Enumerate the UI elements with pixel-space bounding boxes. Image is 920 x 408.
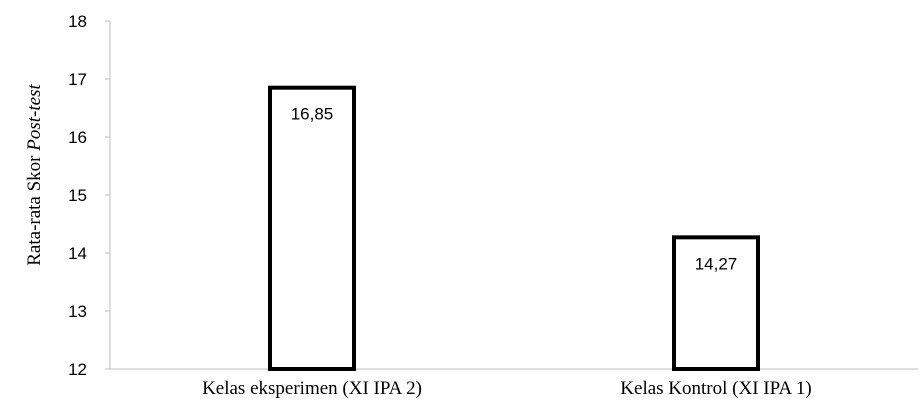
y-tick-label: 18 [68, 12, 87, 31]
data-labels: 16,85 14,27 [291, 105, 738, 274]
bar [672, 235, 760, 371]
y-axis-label: Rata-rata Skor Post-test [24, 84, 45, 266]
bars [268, 85, 760, 371]
y-tick-label: 12 [68, 360, 87, 379]
y-tick-label: 13 [68, 302, 87, 321]
bar [268, 85, 356, 371]
category-label: Kelas eksperimen (XI IPA 2) [202, 378, 422, 399]
y-tick-label: 14 [68, 244, 87, 263]
y-axis-label-italic: Post-test [24, 84, 45, 152]
category-label: Kelas Kontrol (XI IPA 1) [620, 378, 811, 399]
category-labels: Kelas eksperimen (XI IPA 2) Kelas Kontrol… [202, 378, 812, 399]
bar-data-label: 16,85 [291, 105, 334, 124]
bar-data-label: 14,27 [695, 254, 738, 273]
y-axis-label-text: Rata-rata Skor [24, 151, 45, 266]
y-tick-label: 17 [68, 70, 87, 89]
y-tick-label: 16 [68, 128, 87, 147]
y-axis: 12 13 14 15 16 17 18 [68, 12, 111, 379]
y-tick-label: 15 [68, 186, 87, 205]
